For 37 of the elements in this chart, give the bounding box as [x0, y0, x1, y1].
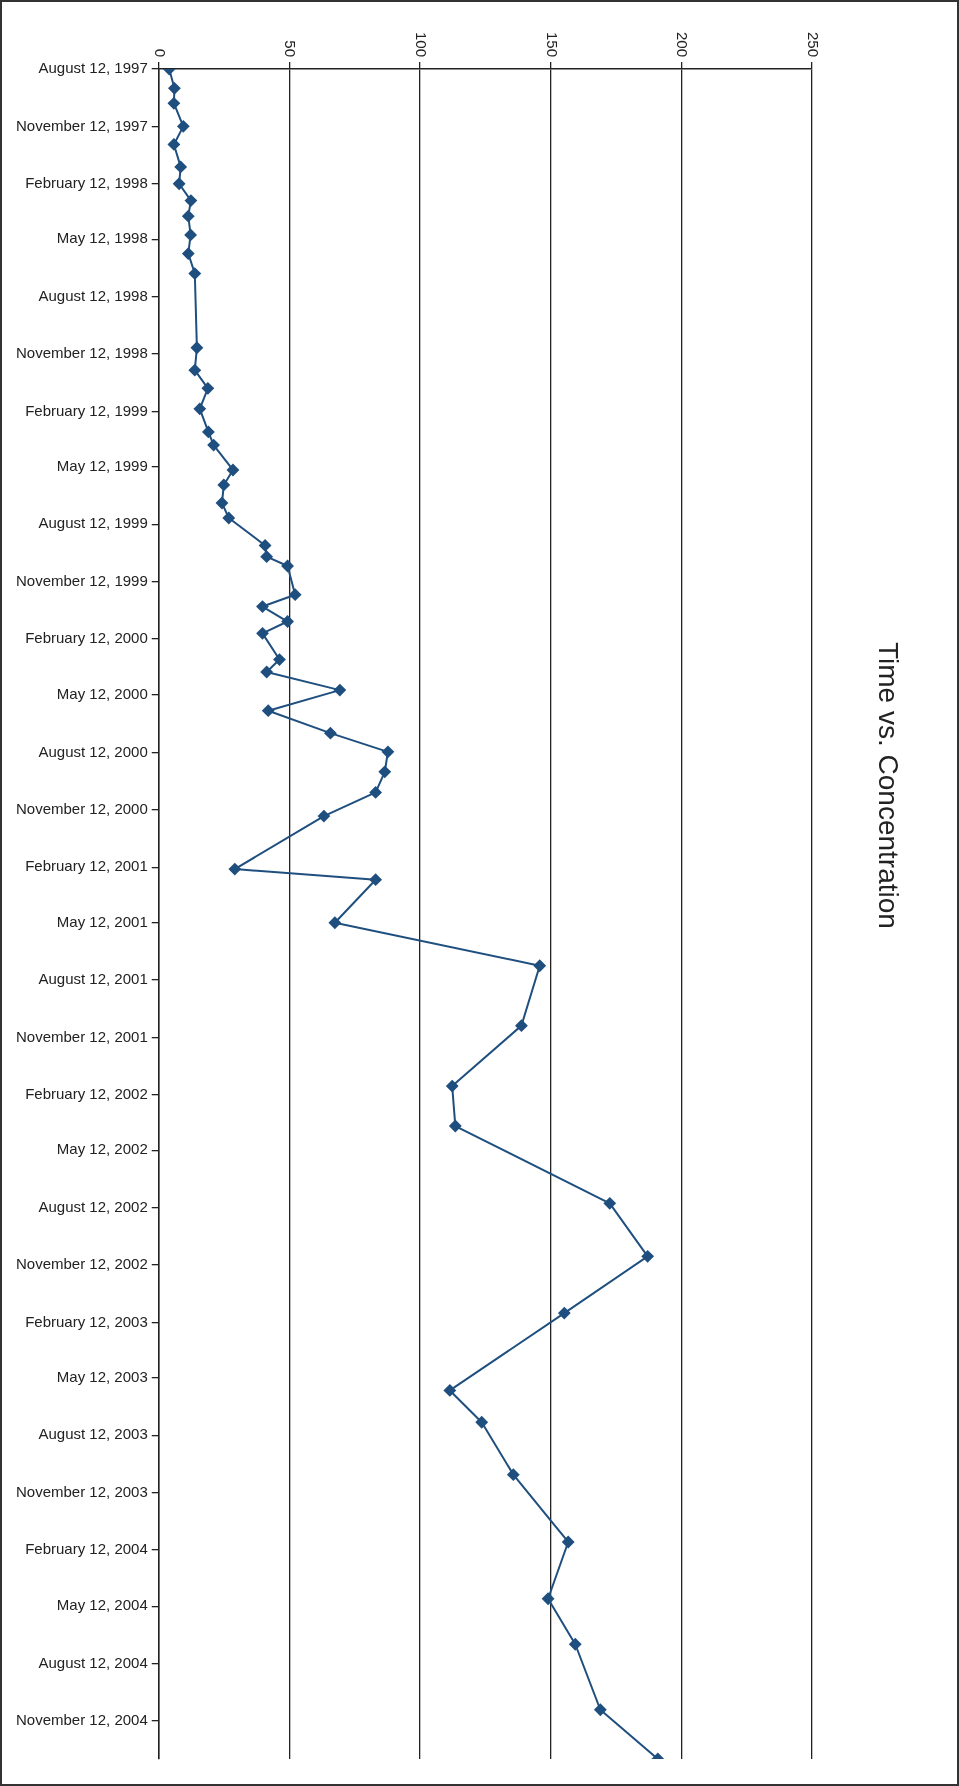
y-tick-label: February 12, 2004 — [25, 1540, 148, 1558]
y-tick-label: May 12, 1998 — [56, 229, 148, 247]
y-tick-label: February 12, 1998 — [25, 173, 148, 191]
y-tick-label: November 12, 1997 — [16, 116, 148, 134]
y-tick-label: November 12, 2003 — [16, 1482, 148, 1500]
y-tick-label: May 12, 1999 — [56, 457, 148, 475]
y-tick-label: August 12, 2000 — [38, 742, 148, 760]
y-tick-label: August 12, 2001 — [38, 970, 148, 988]
y-tick-label: November 12, 2001 — [16, 1027, 148, 1045]
y-tick-label: February 12, 2001 — [25, 857, 148, 875]
y-tick-label: May 12, 2002 — [56, 1140, 148, 1158]
y-tick-label: May 12, 2000 — [56, 685, 148, 703]
x-tick-label: 50 — [282, 40, 300, 57]
text: Time vs. Concentration — [872, 642, 904, 929]
y-tick-label: November 12, 2002 — [16, 1255, 148, 1273]
y-tick-label: May 12, 2003 — [56, 1368, 148, 1386]
y-tick-label: February 12, 2000 — [25, 629, 148, 647]
x-tick-label: 100 — [412, 31, 430, 57]
y-tick-label: February 12, 2002 — [25, 1084, 148, 1102]
y-tick-label: February 12, 2003 — [25, 1312, 148, 1330]
y-tick-label: August 12, 1997 — [38, 59, 148, 77]
x-tick-label: 150 — [543, 31, 561, 57]
y-tick-label: May 12, 2001 — [56, 912, 148, 930]
y-tick-label: November 12, 2004 — [16, 1711, 148, 1729]
y-tick-label: August 12, 1999 — [38, 514, 148, 532]
y-tick-label: August 12, 1998 — [38, 286, 148, 304]
y-tick-label: August 12, 2003 — [38, 1425, 148, 1443]
y-tick-label: November 12, 2000 — [16, 800, 148, 817]
y-tick-label: August 12, 2004 — [38, 1653, 148, 1671]
y-tick-label: November 12, 1998 — [16, 344, 148, 362]
x-tick-label: 200 — [674, 31, 692, 57]
x-tick-label: 0 — [151, 48, 169, 57]
y-tick-label: May 12, 2004 — [56, 1596, 148, 1614]
y-tick-label: November 12, 1999 — [16, 571, 148, 589]
y-tick-label: August 12, 2002 — [38, 1197, 148, 1215]
y-tick-label: February 12, 1999 — [25, 401, 148, 419]
x-tick-label: 250 — [804, 31, 822, 57]
